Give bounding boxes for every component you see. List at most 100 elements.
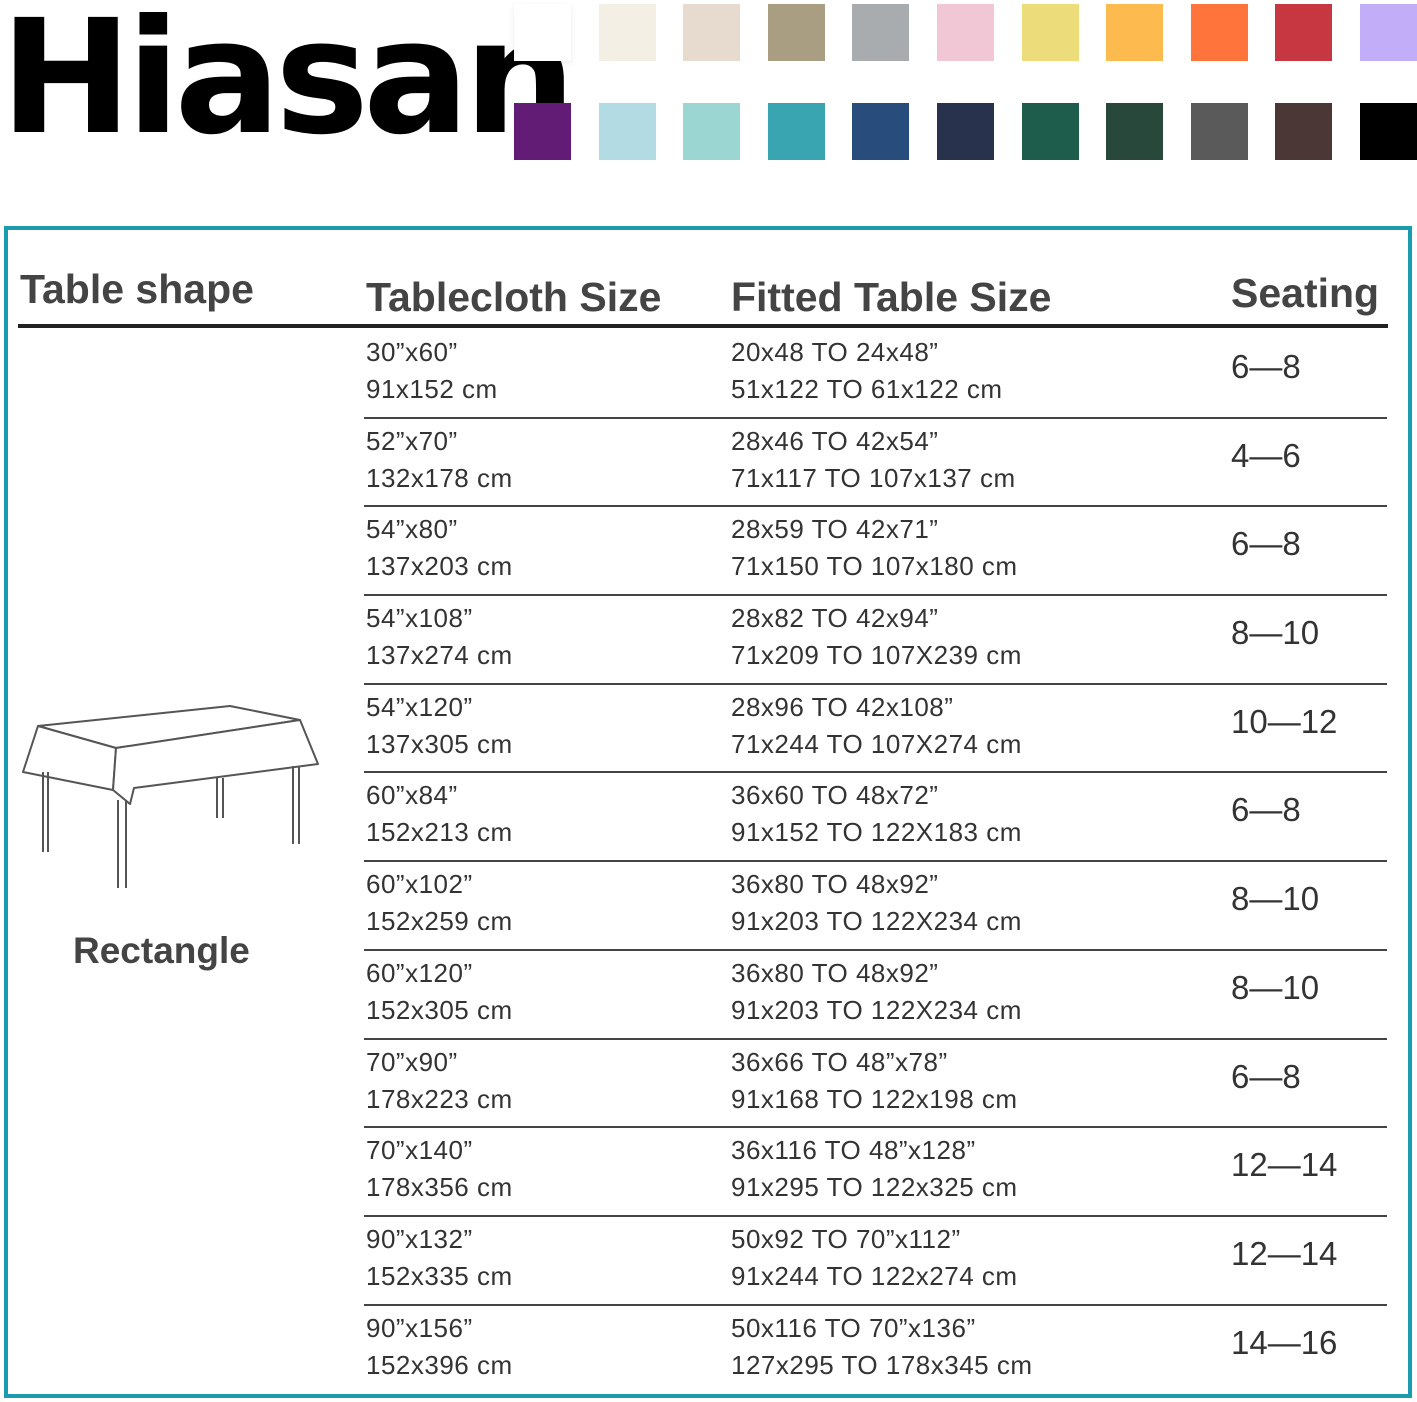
tablecloth-size: 54”x120” 137x305 cm xyxy=(366,689,513,763)
tablecloth-size-inches: 30”x60” xyxy=(366,337,458,367)
tablecloth-size: 90”x156” 152x396 cm xyxy=(366,1310,513,1384)
table-row: 52”x70” 132x178 cm 28x46 TO 42x54” 71x117 T… xyxy=(0,419,1417,508)
tablecloth-size-inches: 60”x120” xyxy=(366,957,473,988)
tablecloth-size-cm: 152x259 cm xyxy=(366,906,513,937)
tablecloth-size-cm: 137x305 cm xyxy=(366,728,513,759)
fitted-size-inches: 50x92 TO 70”x112” xyxy=(731,1223,961,1254)
row-divider xyxy=(364,771,1387,774)
color-swatch xyxy=(1275,4,1333,61)
color-swatch xyxy=(852,103,910,160)
fitted-table-size: 36x80 TO 48x92” 91x203 TO 122X234 cm xyxy=(731,866,1022,940)
fitted-table-size: 50x92 TO 70”x112” 91x244 TO 122x274 cm xyxy=(731,1221,1018,1295)
row-divider xyxy=(364,1126,1387,1129)
row-divider xyxy=(364,1037,1387,1040)
seating-value: 12—14 xyxy=(1231,1146,1338,1184)
tablecloth-size: 54”x108” 137x274 cm xyxy=(366,600,513,674)
color-swatch xyxy=(1021,103,1079,160)
row-divider xyxy=(364,505,1387,508)
tablecloth-size-cm: 137x274 cm xyxy=(366,640,513,671)
table-row: 30”x60” 91x152 cm 20x48 TO 24x48” 51x122 TO… xyxy=(0,330,1417,419)
fitted-table-size: 36x116 TO 48”x128” 91x295 TO 122x325 cm xyxy=(731,1132,1018,1206)
fitted-size-cm: 91x295 TO 122x325 cm xyxy=(731,1172,1018,1203)
table-row: 54”x120” 137x305 cm 28x96 TO 42x108” 71x244… xyxy=(0,685,1417,774)
tablecloth-size-cm: 152x335 cm xyxy=(366,1260,513,1291)
seating-value: 6—8 xyxy=(1231,348,1301,385)
brand-logo: Hiasan xyxy=(0,0,576,170)
fitted-size-cm: 71x209 TO 107X239 cm xyxy=(731,640,1022,671)
fitted-size-inches: 28x59 TO 42x71” xyxy=(731,514,939,545)
fitted-size-cm: 91x203 TO 122X234 cm xyxy=(731,994,1022,1025)
fitted-table-size: 36x60 TO 48x72” 91x152 TO 122X183 cm xyxy=(731,777,1022,851)
fitted-size-inches: 36x80 TO 48x92” xyxy=(731,957,939,988)
color-swatch xyxy=(514,103,571,160)
color-swatch xyxy=(1190,103,1248,160)
tablecloth-size-inches: 70”x90” xyxy=(366,1046,458,1077)
row-divider xyxy=(364,860,1387,863)
table-row: 70”x90” 178x223 cm 36x66 TO 48”x78” 91x168 … xyxy=(0,1040,1417,1129)
tablecloth-size: 30”x60” 91x152 cm xyxy=(366,334,498,408)
fitted-size-inches: 28x46 TO 42x54” xyxy=(731,425,939,456)
fitted-size-inches: 36x80 TO 48x92” xyxy=(731,869,939,900)
fitted-size-inches: 28x96 TO 42x108” xyxy=(731,691,954,722)
tablecloth-size: 52”x70” 132x178 cm xyxy=(366,423,513,497)
fitted-table-size: 28x46 TO 42x54” 71x117 TO 107x137 cm xyxy=(731,423,1016,497)
color-swatch xyxy=(683,4,741,61)
table-row: 54”x108” 137x274 cm 28x82 TO 42x94” 71x209 … xyxy=(0,596,1417,685)
fitted-table-size: 28x96 TO 42x108” 71x244 TO 107X274 cm xyxy=(731,689,1022,763)
fitted-size-inches: 36x116 TO 48”x128” xyxy=(731,1135,976,1166)
color-swatch xyxy=(1275,103,1333,160)
tablecloth-size: 54”x80” 137x203 cm xyxy=(366,511,513,585)
table-row: 70”x140” 178x356 cm 36x116 TO 48”x128” 91x2… xyxy=(0,1128,1417,1217)
fitted-size-cm: 91x168 TO 122x198 cm xyxy=(731,1083,1018,1114)
tablecloth-size-inches: 54”x108” xyxy=(366,603,473,634)
color-swatch xyxy=(514,4,571,61)
seating-value: 12—14 xyxy=(1231,1234,1338,1272)
fitted-size-cm: 127x295 TO 178x345 cm xyxy=(731,1349,1033,1380)
table-row: 54”x80” 137x203 cm 28x59 TO 42x71” 71x150 T… xyxy=(0,507,1417,597)
color-swatch xyxy=(852,4,910,61)
size-table: 30”x60” 91x152 cm 20x48 TO 24x48” 51x122 TO… xyxy=(0,330,1417,1394)
tablecloth-size-inches: 54”x120” xyxy=(366,691,473,722)
header-divider xyxy=(18,324,1388,328)
color-swatch xyxy=(1359,4,1417,61)
fitted-size-inches: 20x48 TO 24x48” xyxy=(731,337,939,367)
color-swatch xyxy=(936,103,994,160)
header-table-shape: Table shape xyxy=(20,266,254,312)
color-swatch xyxy=(1106,4,1164,61)
fitted-size-inches: 36x66 TO 48”x78” xyxy=(731,1046,948,1077)
tablecloth-size-inches: 70”x140” xyxy=(366,1135,473,1166)
color-swatch xyxy=(598,4,656,61)
tablecloth-size-inches: 60”x84” xyxy=(366,780,458,811)
color-swatch xyxy=(936,4,994,61)
table-row: 90”x132” 152x335 cm 50x92 TO 70”x112” 91x24… xyxy=(0,1217,1417,1306)
size-chart-frame xyxy=(4,226,1412,1398)
fitted-size-cm: 71x150 TO 107x180 cm xyxy=(731,551,1018,582)
seating-value: 6—8 xyxy=(1231,791,1301,829)
table-row: 60”x120” 152x305 cm 36x80 TO 48x92” 91x203 … xyxy=(0,951,1417,1040)
row-divider xyxy=(364,948,1387,951)
fitted-size-cm: 91x203 TO 122X234 cm xyxy=(731,906,1022,937)
color-swatch xyxy=(1021,4,1079,61)
seating-value: 14—16 xyxy=(1231,1323,1338,1361)
color-swatch xyxy=(767,103,825,160)
color-swatches xyxy=(514,4,1417,160)
seating-value: 10—12 xyxy=(1231,702,1338,740)
header-seating: Seating xyxy=(1231,270,1380,316)
tablecloth-size-inches: 52”x70” xyxy=(366,425,458,456)
seating-value: 6—8 xyxy=(1231,525,1301,563)
seating-value: 4—6 xyxy=(1231,436,1301,474)
fitted-size-cm: 91x244 TO 122x274 cm xyxy=(731,1260,1018,1291)
row-divider xyxy=(364,682,1387,685)
table-row: 60”x84” 152x213 cm 36x60 TO 48x72” 91x152 T… xyxy=(0,773,1417,863)
tablecloth-size-cm: 152x213 cm xyxy=(366,817,513,848)
tablecloth-size-inches: 90”x132” xyxy=(366,1223,473,1254)
tablecloth-size: 90”x132” 152x335 cm xyxy=(366,1221,513,1295)
color-swatch xyxy=(767,4,825,61)
tablecloth-size: 60”x84” 152x213 cm xyxy=(366,777,513,851)
fitted-size-cm: 91x152 TO 122X183 cm xyxy=(731,817,1022,848)
tablecloth-size-cm: 178x356 cm xyxy=(366,1172,513,1203)
fitted-size-cm: 71x117 TO 107x137 cm xyxy=(731,462,1016,493)
fitted-table-size: 20x48 TO 24x48” 51x122 TO 61x122 cm xyxy=(731,334,1003,408)
seating-value: 8—10 xyxy=(1231,614,1320,652)
tablecloth-size-cm: 152x305 cm xyxy=(366,994,513,1025)
